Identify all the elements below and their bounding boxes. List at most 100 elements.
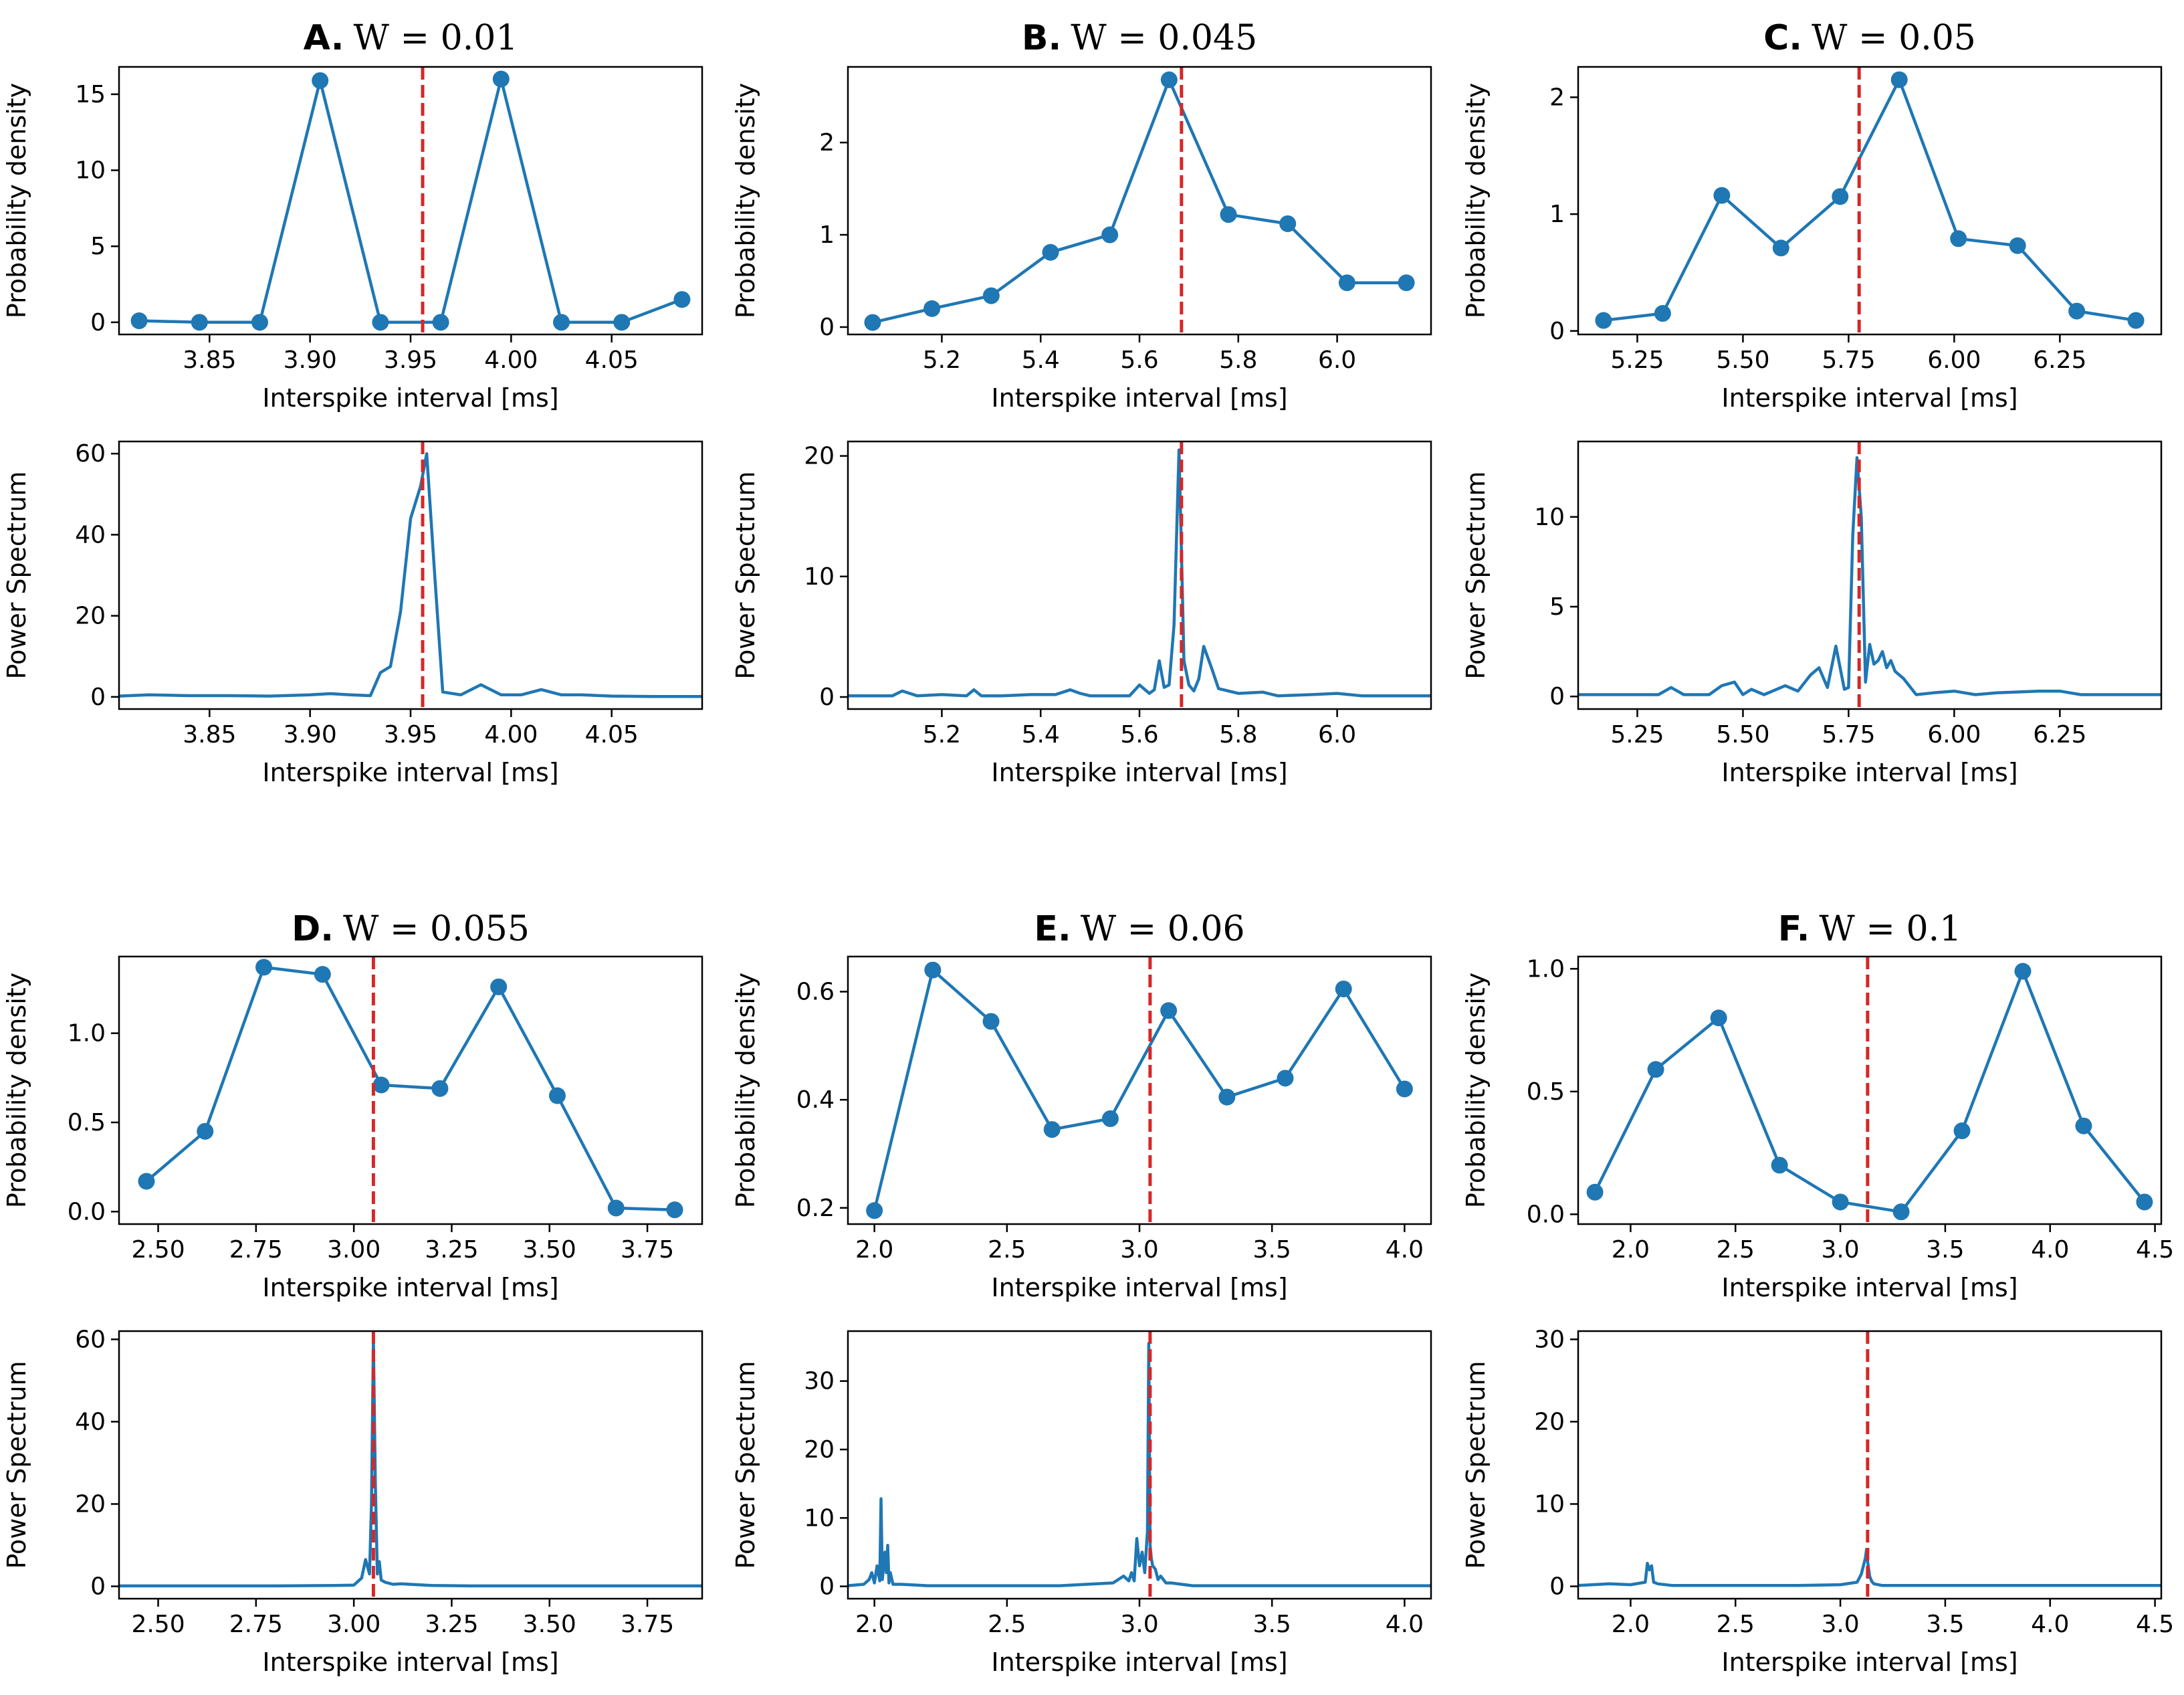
panel-title-e: E. W = 0.06 (1034, 909, 1244, 949)
series-line (872, 78, 1407, 324)
series-line (873, 968, 1406, 1211)
y-tick-label: 0.5 (68, 1109, 106, 1136)
panel-b-spectrum-plot: 5.2 5.4 5.6 5.8 6.0 0 10 20 Interspike interval … (731, 440, 1432, 787)
y-tick-label: 0.6 (796, 979, 835, 1006)
y-tick-label: 20 (75, 1490, 106, 1518)
data-point (1595, 312, 1612, 329)
x-tick-label: 3.50 (523, 1611, 576, 1638)
x-tick-label: 6.0 (1318, 721, 1356, 749)
y-tick-label: 0.0 (1527, 1201, 1565, 1228)
x-tick-label: 3.85 (183, 721, 236, 749)
x-axis-label: Interspike interval [ms] (991, 758, 1287, 787)
y-axis-label: Probability density (731, 83, 760, 318)
y-tick-label: 1.0 (1527, 955, 1565, 983)
axes-frame (847, 440, 1432, 710)
y-tick-label: 0 (819, 314, 835, 341)
y-tick-label: 10 (804, 563, 835, 591)
data-point (431, 1080, 449, 1097)
y-axis-label: Probability density (731, 973, 760, 1208)
x-tick-label: 5.75 (1822, 721, 1875, 749)
panel-title-f: F. W = 0.1 (1778, 909, 1961, 949)
panel-e-density-plot: 2.0 2.5 3.0 3.5 4.0 0.2 0.4 0.6 Interspike inter… (731, 955, 1432, 1302)
x-tick-label: 3.75 (621, 1611, 674, 1638)
x-tick-label: 5.2 (923, 346, 961, 374)
panel-c-density-plot: 5.25 5.50 5.75 6.00 6.25 0 1 2 Interspike interv… (1461, 66, 2163, 413)
x-tick-label: 6.25 (2033, 346, 2086, 374)
y-tick-label: 10 (804, 1504, 835, 1532)
series-line (119, 452, 702, 698)
x-tick-label: 5.6 (1120, 346, 1158, 374)
data-point (1586, 1183, 1604, 1201)
data-point (1398, 274, 1415, 292)
x-tick-label: 5.50 (1716, 346, 1769, 374)
x-tick-label: 5.6 (1120, 721, 1158, 749)
x-tick-label: 4.05 (585, 346, 639, 374)
axes-frame (1577, 440, 2163, 710)
x-tick-label: 3.5 (1253, 1611, 1291, 1638)
x-tick-label: 5.4 (1022, 346, 1060, 374)
data-point (1277, 1070, 1294, 1087)
x-axis-label: Interspike interval [ms] (1721, 1648, 2017, 1677)
data-point (1101, 1110, 1119, 1127)
y-tick-label: 10 (75, 157, 106, 185)
panel-parameter: W = 0.01 (354, 18, 518, 58)
y-tick-label: 0.4 (796, 1086, 835, 1114)
data-point (1832, 188, 1849, 205)
data-point (2075, 1117, 2092, 1134)
data-point (1220, 206, 1237, 223)
y-tick-label: 30 (1534, 1326, 1565, 1353)
y-tick-label: 0 (90, 684, 106, 711)
y-tick-label: 10 (1534, 1490, 1565, 1518)
y-tick-label: 5 (1549, 593, 1565, 621)
data-point (1771, 1157, 1788, 1174)
x-axis-label: Interspike interval [ms] (1721, 383, 2017, 413)
y-axis-label: Power Spectrum (2, 471, 31, 679)
panel-letter: D. (292, 909, 334, 949)
y-axis-label: Probability density (1461, 973, 1491, 1208)
x-tick-label: 5.25 (1610, 721, 1664, 749)
data-point (1710, 1009, 1727, 1027)
data-point (372, 314, 389, 331)
panel-b-density-plot: 5.2 5.4 5.6 5.8 6.0 0 1 2 Interspike interval [m… (731, 66, 1432, 413)
panel-parameter: W = 0.06 (1081, 909, 1245, 949)
panel-letter: B. (1022, 18, 1061, 58)
data-point (2068, 302, 2086, 320)
y-tick-label: 1.0 (68, 1020, 106, 1048)
y-axis-label: Power Spectrum (731, 1361, 760, 1569)
x-tick-label: 6.0 (1318, 346, 1356, 374)
data-point (1338, 274, 1355, 292)
x-tick-label: 4.0 (2031, 1236, 2069, 1264)
data-point (864, 314, 881, 331)
x-tick-label: 3.95 (384, 346, 437, 374)
y-tick-label: 0 (1549, 683, 1565, 710)
panel-letter: F. (1778, 909, 1810, 949)
y-tick-label: 60 (75, 1326, 106, 1353)
data-point (2127, 312, 2145, 329)
data-point (924, 961, 942, 979)
y-tick-label: 40 (75, 521, 106, 549)
axes-frame (1577, 66, 2163, 336)
data-point (492, 70, 510, 88)
data-point (1832, 1193, 1849, 1211)
data-point (255, 959, 273, 976)
data-point (1160, 1002, 1178, 1019)
x-tick-label: 6.00 (1927, 346, 1981, 374)
x-tick-label: 4.5 (2136, 1611, 2174, 1638)
data-point (490, 978, 508, 995)
axes-frame (847, 66, 1432, 336)
data-point (666, 1201, 683, 1219)
panel-c-spectrum-plot: 5.25 5.50 5.75 6.00 6.25 0 5 10 Interspike inter… (1461, 440, 2163, 787)
panel-title-a: A. W = 0.01 (304, 18, 518, 58)
data-point (130, 312, 148, 330)
y-axis-label: Power Spectrum (731, 471, 760, 679)
x-axis-label: Interspike interval [ms] (262, 1273, 558, 1302)
x-tick-label: 3.0 (1120, 1236, 1158, 1264)
y-tick-label: 1 (1549, 201, 1565, 228)
data-point (312, 72, 329, 89)
data-point (2009, 237, 2026, 254)
series-line (848, 448, 1431, 698)
data-point (1160, 71, 1178, 88)
y-axis-label: Probability density (1461, 83, 1491, 318)
data-point (251, 314, 268, 331)
